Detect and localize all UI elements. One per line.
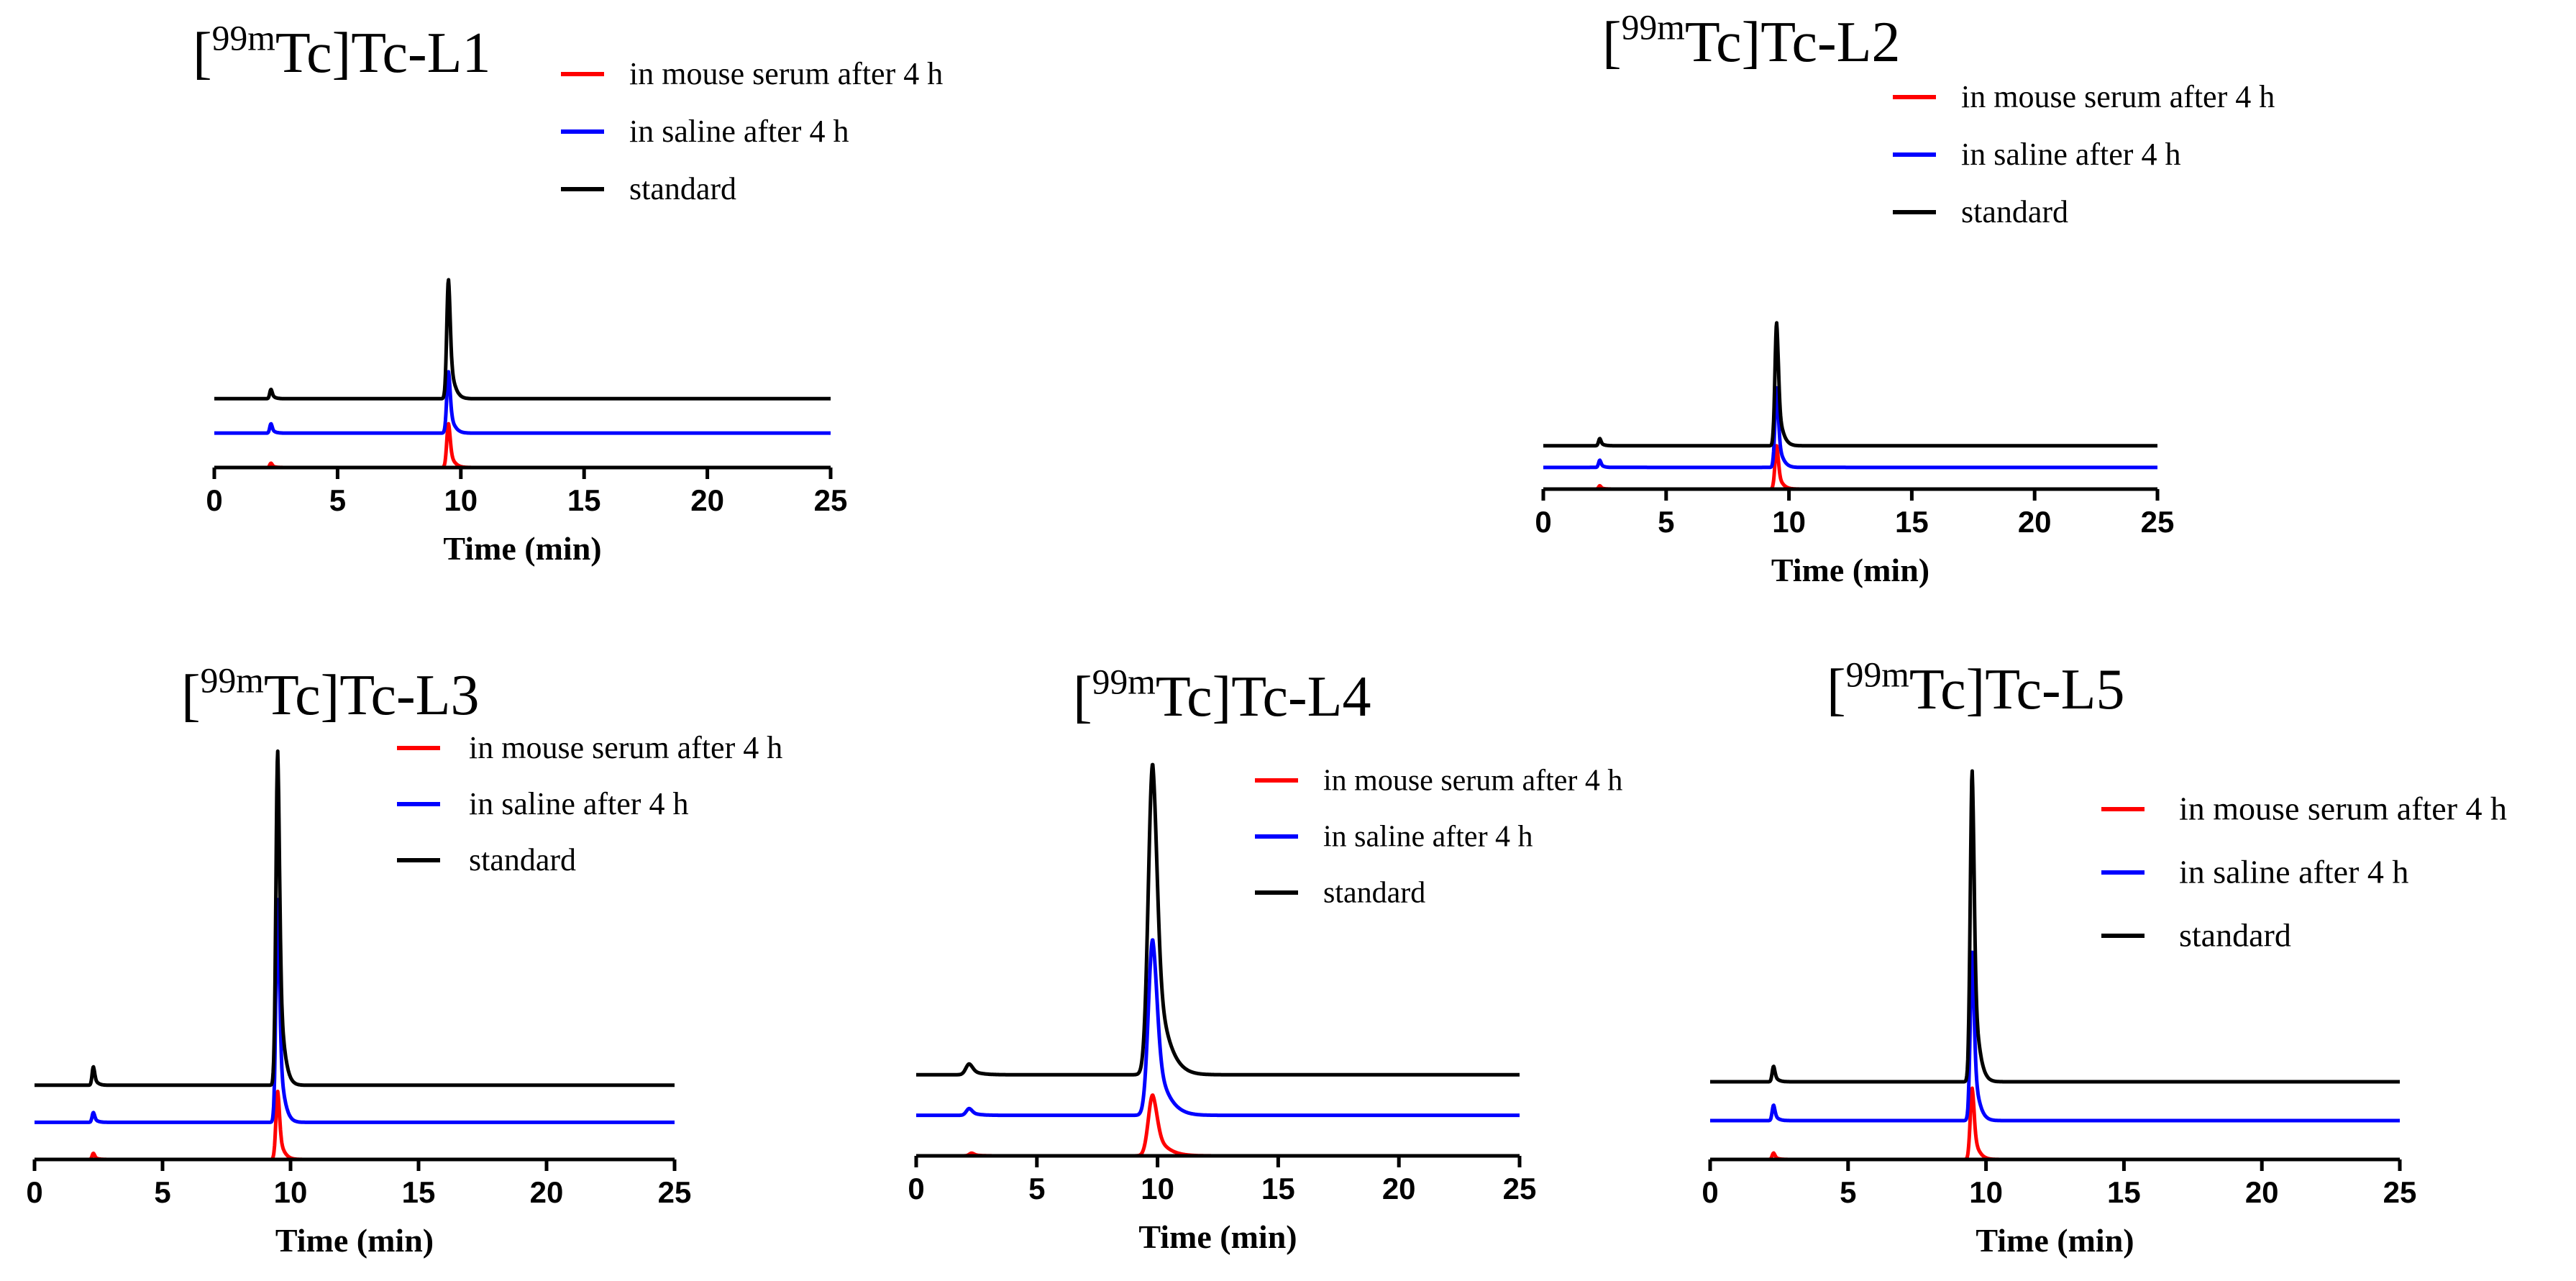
series-line-l5-3	[1709, 769, 2401, 1084]
x-tick-label: 0	[908, 1172, 924, 1205]
legend-label: in saline after 4 h	[1961, 137, 2180, 172]
x-tick-label: 5	[1028, 1172, 1045, 1205]
series-line-l2-3	[1542, 321, 2159, 448]
legend-item-l3-3: standard	[397, 842, 576, 877]
chart-l2: [99mTc]Tc-L2 in mouse serum after 4 h in s…	[1535, 8, 2275, 588]
x-tick-label: 20	[690, 483, 724, 517]
x-axis-label-l4: Time (min)	[1138, 1218, 1297, 1255]
x-tick-label: 25	[814, 483, 848, 517]
series-line-l3-2	[33, 898, 676, 1124]
legend-label: standard	[1323, 876, 1425, 909]
legend-item-l4-3: standard	[1255, 876, 1425, 909]
x-tick-label: 10	[444, 483, 478, 517]
legend-item-l3-2: in saline after 4 h	[397, 786, 688, 821]
series-line-l5-2	[1709, 950, 2401, 1123]
chart-l4: [99mTc]Tc-L4 in mouse serum after 4 h in s…	[908, 662, 1622, 1255]
x-tick-label: 25	[1503, 1172, 1537, 1205]
legend-label: standard	[2179, 917, 2291, 954]
x-tick-label: 0	[206, 483, 222, 517]
chart-l1: [99mTc]Tc-L1 in mouse serum after 4 h in s…	[193, 19, 943, 567]
x-tick-label: 20	[530, 1175, 564, 1209]
legend-label: in saline after 4 h	[469, 786, 688, 821]
x-tick-label: 5	[1658, 505, 1674, 539]
series-line-l4-2	[915, 938, 1521, 1118]
x-tick-label: 15	[567, 483, 601, 517]
x-tick-label: 25	[2141, 505, 2175, 539]
legend-item-l3-1: in mouse serum after 4 h	[397, 730, 782, 765]
legend-label: standard	[629, 171, 736, 206]
x-tick-label: 0	[1535, 505, 1551, 539]
legend-label: standard	[1961, 194, 2068, 229]
legend-label: in saline after 4 h	[1323, 820, 1533, 853]
legend-label: in mouse serum after 4 h	[629, 56, 943, 91]
series-line-l1-1	[213, 421, 832, 470]
x-tick-label: 20	[1382, 1172, 1416, 1205]
chart-l5: [99mTc]Tc-L5 in mouse serum after 4 h in s…	[1702, 655, 2507, 1259]
x-tick-label: 15	[402, 1175, 436, 1209]
legend-item-l1-1: in mouse serum after 4 h	[561, 56, 943, 91]
x-tick-label: 15	[1261, 1172, 1295, 1205]
legend-item-l1-2: in saline after 4 h	[561, 114, 849, 149]
x-tick-label: 20	[2245, 1175, 2279, 1209]
series-line-l4-1	[915, 1093, 1521, 1158]
x-tick-label: 20	[2018, 505, 2052, 539]
x-tick-label: 15	[2107, 1175, 2141, 1209]
legend-item-l5-2: in saline after 4 h	[2101, 854, 2408, 890]
x-tick-label: 25	[2383, 1175, 2417, 1209]
legend-item-l5-1: in mouse serum after 4 h	[2101, 790, 2507, 827]
x-tick-label: 5	[154, 1175, 170, 1209]
chart-title-l4: [99mTc]Tc-L4	[1073, 662, 1371, 729]
x-tick-label: 10	[274, 1175, 308, 1209]
chart-title-l5: [99mTc]Tc-L5	[1827, 655, 2125, 721]
chart-title-l1: [99mTc]Tc-L1	[193, 19, 491, 85]
series-line-l3-3	[33, 749, 676, 1088]
legend-item-l4-2: in saline after 4 h	[1255, 820, 1533, 853]
legend-item-l5-3: standard	[2101, 917, 2291, 954]
legend-label: in saline after 4 h	[2179, 854, 2408, 890]
x-axis-label-l1: Time (min)	[443, 530, 601, 567]
x-axis-label-l5: Time (min)	[1976, 1222, 2134, 1259]
x-axis-label-l2: Time (min)	[1771, 552, 1929, 588]
chart-title-l2: [99mTc]Tc-L2	[1602, 8, 1901, 74]
series-line-l4-3	[915, 762, 1521, 1077]
series-line-l1-3	[213, 278, 832, 401]
x-tick-label: 15	[1895, 505, 1929, 539]
legend-label: in mouse serum after 4 h	[1323, 764, 1622, 797]
x-tick-label: 10	[1141, 1172, 1174, 1205]
legend-item-l4-1: in mouse serum after 4 h	[1255, 764, 1622, 797]
series-line-l3-1	[33, 1089, 676, 1162]
series-line-l5-1	[1709, 1086, 2401, 1162]
legend-label: in mouse serum after 4 h	[1961, 79, 2275, 114]
legend-label: in saline after 4 h	[629, 114, 849, 149]
legend-item-l2-1: in mouse serum after 4 h	[1893, 79, 2275, 114]
x-tick-label: 0	[26, 1175, 42, 1209]
legend-label: in mouse serum after 4 h	[469, 730, 782, 765]
chart-title-l3: [99mTc]Tc-L3	[181, 661, 480, 727]
x-axis-label-l3: Time (min)	[275, 1222, 434, 1259]
legend-item-l1-3: standard	[561, 171, 736, 206]
legend-item-l2-3: standard	[1893, 194, 2068, 229]
x-tick-label: 25	[658, 1175, 692, 1209]
legend-label: standard	[469, 842, 576, 877]
x-tick-label: 10	[1969, 1175, 2003, 1209]
x-tick-label: 0	[1702, 1175, 1718, 1209]
x-tick-label: 10	[1772, 505, 1806, 539]
x-tick-label: 5	[329, 483, 346, 517]
x-tick-label: 5	[1840, 1175, 1856, 1209]
legend-label: in mouse serum after 4 h	[2179, 790, 2507, 827]
legend-item-l2-2: in saline after 4 h	[1893, 137, 2180, 172]
series-line-l1-2	[213, 370, 832, 435]
series-line-l2-2	[1542, 386, 2159, 470]
